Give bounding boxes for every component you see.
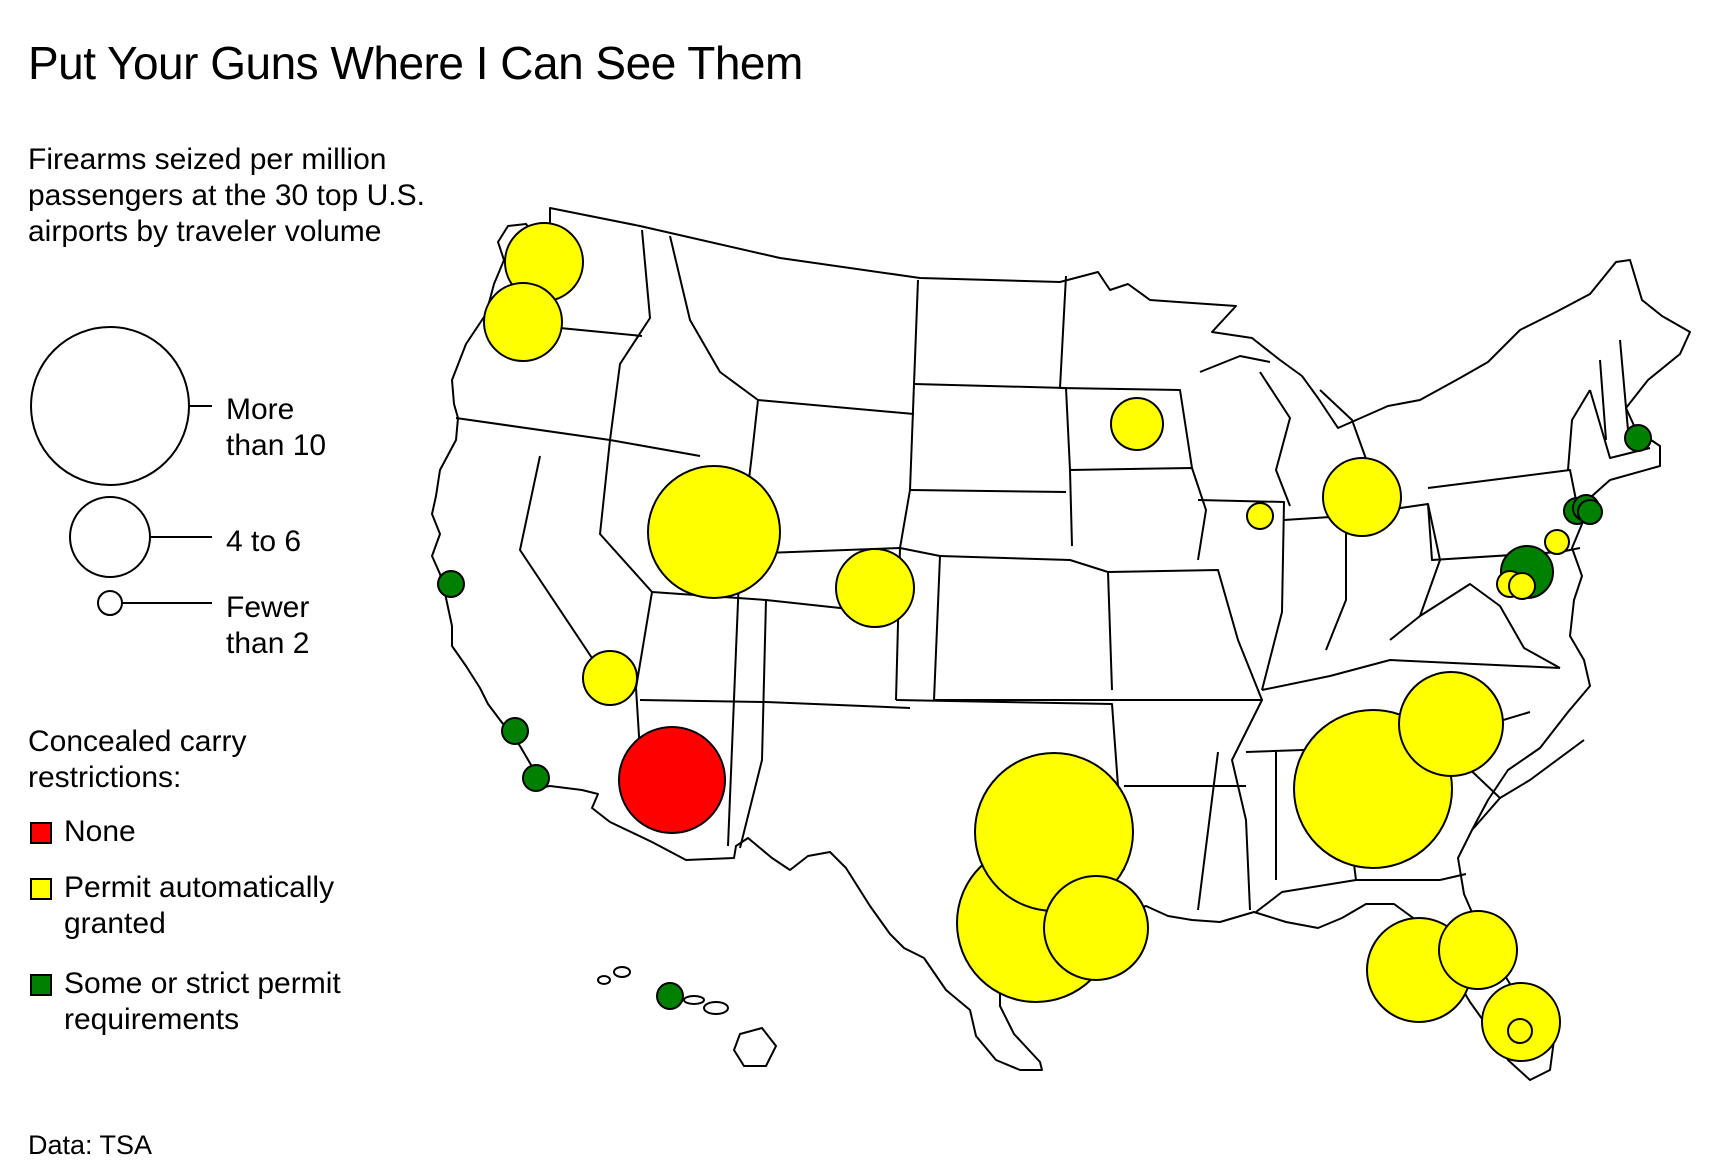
border-vt-nh (1599, 359, 1607, 441)
chart-title: Put Your Guns Where I Can See Them (28, 37, 803, 89)
island-kauai (597, 975, 611, 985)
island-hawaii (732, 1026, 778, 1067)
restrictions-legend-title: Concealed carry restrictions: (28, 725, 247, 794)
airport-circle-philadelphia (1544, 529, 1570, 555)
airport-circle-chicago (1246, 502, 1274, 530)
airport-circle-tampa (1438, 910, 1518, 990)
source-note: Data: TSA (28, 1130, 153, 1160)
island-molokai (683, 995, 705, 1005)
airport-circle-san-francisco (437, 570, 465, 598)
airport-circle-portland (483, 282, 563, 362)
airport-circles (437, 222, 1652, 1062)
border-co-nm (739, 599, 767, 849)
border-in (1283, 515, 1347, 651)
island-maui (703, 1001, 729, 1015)
border-ms-la (1197, 751, 1219, 911)
border-wa-id (609, 229, 651, 441)
border-il (1197, 499, 1285, 691)
border-mt-wy (757, 399, 915, 415)
legend-label-none: None (64, 815, 136, 848)
airport-circle-phoenix (618, 726, 726, 834)
chart-subtitle: Firearms seized per million passengers a… (28, 143, 425, 248)
border-nd-mn (1059, 275, 1067, 389)
island-niihau (613, 966, 631, 978)
airport-circle-denver (835, 548, 915, 628)
border-wv-va (1419, 583, 1561, 669)
airport-circle-detroit (1322, 457, 1402, 537)
airport-circle-salt-lake-city (647, 465, 781, 599)
border-al-fl (1255, 879, 1357, 913)
airport-circle-charlotte (1398, 671, 1504, 777)
lake-superior-shore (1199, 355, 1271, 373)
airport-circle-laguardia (1577, 499, 1603, 525)
airport-circle-reagan (1508, 572, 1536, 600)
border-az-nm (639, 699, 911, 709)
size-legend-medium-circle (69, 496, 151, 578)
legend-swatch-strict (30, 974, 52, 996)
legend-label-permit: Permit automatically granted (64, 871, 335, 940)
airport-circle-los-angeles (501, 717, 529, 745)
airport-circle-miami (1507, 1018, 1533, 1044)
airport-circle-houston-hobby (1043, 875, 1149, 981)
legend-label-strict: Some or strict permit requirements (64, 967, 341, 1036)
border-nh-me (1619, 339, 1629, 431)
border-sd-ne (909, 489, 1067, 493)
size-legend-small-circle (97, 590, 123, 616)
border-ny-vt (1567, 389, 1591, 471)
size-legend-medium-label: 4 to 6 (226, 525, 302, 558)
hawaii-islands (597, 966, 778, 1067)
size-legend (30, 326, 212, 616)
border-id-mt (669, 235, 759, 401)
border-mn-wi (1059, 387, 1193, 469)
legend-swatch-permit (30, 878, 52, 900)
size-legend-small-label: Fewer than 2 (226, 591, 310, 660)
state-borders (455, 229, 1651, 913)
border-nc-sc (1499, 739, 1585, 799)
legend-swatch-none (30, 822, 52, 844)
size-legend-large-circle (30, 326, 190, 486)
border-mo-ar-la (1112, 699, 1263, 911)
border-ne-ks (939, 555, 1113, 691)
airport-circle-san-diego (522, 764, 550, 792)
border-ia-mo (1107, 569, 1263, 701)
lake-michigan-shore (1259, 371, 1291, 507)
size-legend-large-label: More than 10 (226, 393, 327, 462)
border-nd-sd-ne (913, 383, 1073, 547)
border-pa-south (1427, 503, 1581, 561)
border-wy-co (739, 547, 941, 557)
airport-circle-las-vegas (582, 650, 638, 706)
border-ky-tn (1261, 659, 1561, 691)
airport-circle-honolulu (656, 982, 684, 1010)
airport-circle-boston (1624, 424, 1652, 452)
border-ga-fl (1439, 873, 1467, 881)
border-mn-ia (1069, 467, 1207, 561)
airport-circle-minneapolis (1110, 397, 1164, 451)
